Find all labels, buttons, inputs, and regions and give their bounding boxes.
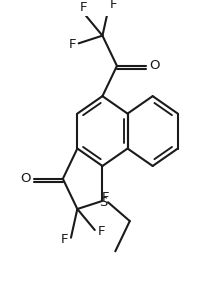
Text: O: O [149, 59, 160, 72]
Text: F: F [61, 233, 68, 246]
Text: F: F [97, 225, 105, 238]
Text: O: O [20, 172, 31, 185]
Text: F: F [101, 191, 109, 204]
Text: F: F [69, 38, 76, 51]
Text: F: F [80, 1, 88, 14]
Text: S: S [99, 196, 108, 209]
Text: F: F [110, 0, 118, 11]
